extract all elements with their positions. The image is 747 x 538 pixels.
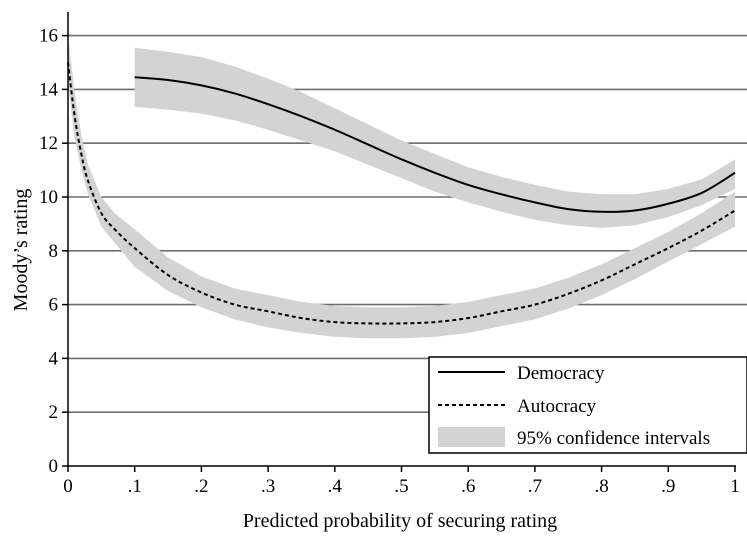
y-tick-label: 2: [49, 402, 59, 423]
series-lines: [67, 62, 736, 325]
series-line-democracy: [134, 76, 736, 213]
y-axis-title: Moody’s rating: [10, 189, 32, 312]
x-tick-label: .6: [461, 476, 475, 497]
y-tick-label: 8: [49, 241, 59, 262]
series-line-autocracy: [67, 62, 736, 325]
x-tick-label: .2: [194, 476, 208, 497]
x-tick-label: .1: [128, 476, 142, 497]
legend-label-autocracy: Autocracy: [517, 396, 597, 417]
y-tick-label: 16: [39, 26, 58, 47]
x-tick-label: 0: [63, 476, 73, 497]
legend-label-ci: 95% confidence intervals: [517, 428, 710, 449]
x-tick-label: .7: [528, 476, 542, 497]
x-tick-label: .8: [594, 476, 608, 497]
legend-swatch-ci: [438, 427, 505, 447]
x-tick-label: .4: [328, 476, 343, 497]
y-tick-label: 0: [49, 456, 59, 477]
ci-band-democracy: [134, 47, 735, 228]
legend: Democracy Autocracy 95% confidence inter…: [428, 356, 747, 454]
y-tick-label: 10: [39, 187, 58, 208]
x-tick-label: 1: [730, 476, 740, 497]
x-tick-label: .5: [394, 476, 408, 497]
y-tick-label: 12: [39, 133, 58, 154]
legend-label-democracy: Democracy: [517, 363, 605, 384]
x-tick-label: .3: [261, 476, 275, 497]
x-tick-label: .9: [661, 476, 675, 497]
x-ticks: 0 .1 .2 .3 .4 .5 .6 .7 .8 .9 1: [63, 466, 740, 497]
y-ticks: 0 2 4 6 8 10 12 14 16: [39, 26, 68, 477]
y-tick-label: 6: [49, 295, 59, 316]
y-tick-label: 14: [39, 79, 59, 100]
x-axis-title: Predicted probability of securing rating: [243, 510, 557, 532]
y-tick-label: 4: [49, 348, 59, 369]
confidence-bands: [68, 35, 735, 339]
